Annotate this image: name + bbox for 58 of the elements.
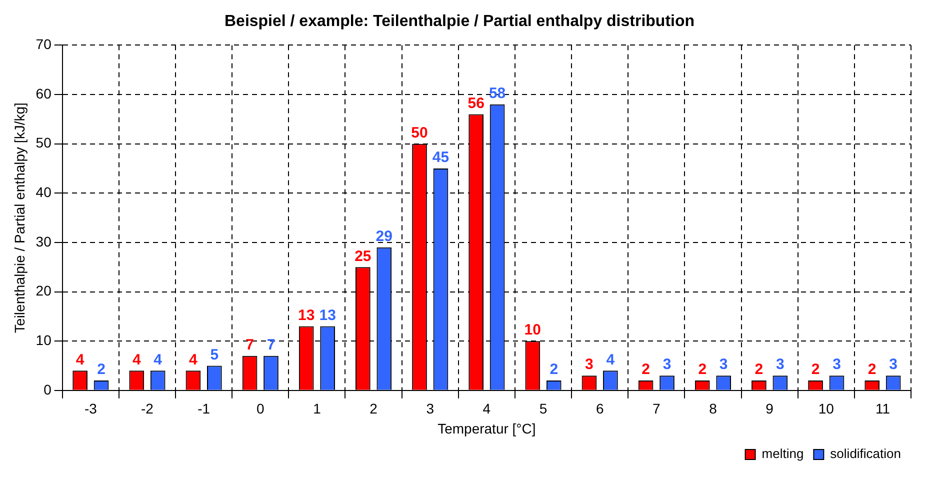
y-tick-label: 0 [44,381,52,398]
y-tick-label: 40 [36,184,52,200]
data-label: 4 [76,351,85,368]
x-tick-label: 6 [596,400,604,417]
y-tick-label: 10 [36,332,52,348]
x-tick-label: 5 [539,400,548,417]
x-tick-label: 10 [818,400,834,417]
data-label: 2 [97,361,106,378]
chart-title: Beispiel / example: Teilenthalpie / Partial enthalpy distribution [224,13,695,30]
data-label: 25 [354,248,372,265]
data-label: 10 [524,322,541,339]
data-label: 3 [889,356,898,374]
data-label: 45 [432,149,450,166]
data-label: 2 [868,361,876,378]
data-label: 3 [662,356,672,374]
data-label: 13 [298,306,315,324]
x-tick-label: -3 [84,400,98,417]
x-tick-label: 1 [313,400,322,417]
data-label: 13 [319,306,336,324]
data-label: 3 [776,356,784,374]
x-tick-label: 8 [709,400,718,417]
data-label: 2 [642,361,650,378]
x-tick-label: 11 [875,400,890,417]
data-label: 56 [468,94,484,112]
data-label: 3 [585,356,594,374]
data-label: 7 [266,336,276,354]
x-tick-label: 2 [370,400,378,417]
x-axis-title: Temperatur [°C] [438,420,536,436]
x-tick-label: 9 [766,400,774,417]
data-label: 58 [488,85,506,102]
y-axis-title: Teilenthalpie / Partial enthalpy [kJ/kg] [11,102,28,333]
x-tick-label: 0 [256,400,264,417]
data-label: 2 [754,361,764,378]
y-tick-label: 20 [36,282,52,299]
y-tick-label: 50 [36,134,52,151]
legend-label: melting [762,446,804,462]
x-tick-label: -1 [198,400,210,417]
y-tick-label: 30 [36,233,52,250]
x-tick-label: 3 [426,400,434,417]
data-label: 2 [550,361,558,378]
x-tick-label: 7 [652,400,661,417]
data-label: 3 [832,356,841,374]
y-tick-label: 60 [36,85,52,102]
data-label: 5 [210,346,219,364]
data-label: 50 [411,124,428,142]
data-label: 2 [811,361,820,378]
data-label: 3 [719,356,728,374]
x-tick-label: 4 [482,400,491,417]
data-label: 29 [376,228,392,246]
x-tick-label: -2 [141,400,154,417]
legend-label: solidification [830,446,902,462]
data-label: 4 [606,351,616,368]
data-label: 4 [132,351,142,368]
data-label: 7 [246,336,254,354]
data-label: 2 [698,361,707,378]
data-label: 4 [154,351,163,368]
data-label: 4 [189,351,198,368]
y-tick-label: 70 [36,36,52,52]
